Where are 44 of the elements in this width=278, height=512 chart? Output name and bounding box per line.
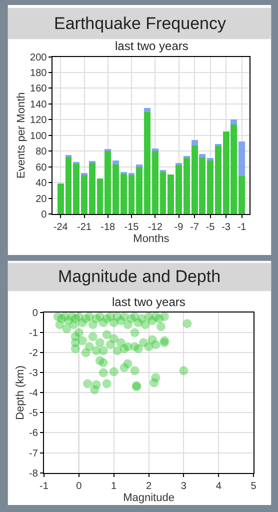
chart-title: Magnitude and Depth (58, 267, 221, 286)
x-tick-label: -18 (100, 222, 116, 233)
chart-subtitle: last two years (112, 295, 186, 309)
y-tick-label: 200 (30, 52, 48, 64)
y-tick-label: 20 (36, 194, 48, 205)
x-tick-label: 2 (146, 480, 152, 492)
y-tick-label: -5 (29, 408, 38, 420)
x-tick-label: 4 (216, 480, 222, 492)
x-tick-label: -9 (174, 222, 184, 233)
x-tick-label: -7 (190, 222, 200, 233)
y-tick-label: 80 (36, 146, 48, 158)
y-tick-label: 0 (41, 209, 48, 220)
y-tick-label: 100 (30, 130, 48, 142)
y-tick-label: -4 (29, 388, 38, 400)
x-axis-title: Months (133, 233, 170, 246)
y-tick-label: 0 (32, 308, 38, 320)
y-tick-label: 120 (30, 115, 48, 126)
y-axis-title: Events per Month (16, 92, 28, 178)
x-tick-label: -1 (237, 222, 247, 233)
x-tick-label: -12 (148, 222, 163, 233)
y-tick-label: 60 (36, 162, 48, 174)
y-tick-label: -8 (29, 468, 38, 480)
y-tick-label: 40 (36, 178, 48, 190)
x-tick-label: -3 (222, 222, 231, 233)
y-tick-label: -7 (29, 448, 38, 460)
y-tick-label: 180 (30, 68, 48, 79)
y-tick-label: -2 (29, 348, 38, 360)
y-tick-label: -1 (29, 328, 38, 340)
chart-subtitle: last two years (115, 39, 188, 53)
chart-title: Earthquake Frequency (54, 14, 226, 33)
y-tick-label: 160 (30, 84, 48, 95)
y-tick-label: -3 (29, 368, 38, 380)
x-tick-label: -15 (124, 222, 140, 233)
y-axis-title: Depth (km) (14, 365, 27, 420)
x-tick-label: 3 (180, 480, 187, 492)
x-tick-label: 0 (76, 480, 82, 492)
x-tick-label: -24 (53, 222, 68, 233)
y-tick-label: 140 (30, 99, 48, 110)
x-tick-label: -5 (206, 222, 216, 233)
x-tick-label: -21 (77, 222, 92, 233)
x-axis-title: Magnitude (123, 492, 174, 504)
x-tick-label: 5 (250, 480, 257, 492)
y-tick-label: -6 (29, 428, 38, 440)
x-tick-label: 1 (111, 480, 118, 492)
